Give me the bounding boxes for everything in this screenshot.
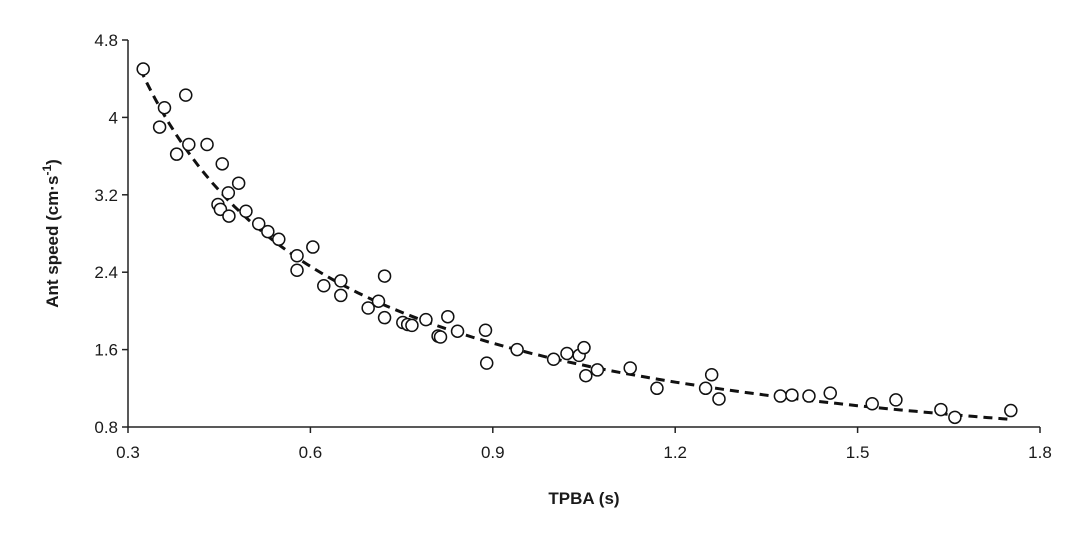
data-point (361, 301, 375, 315)
x-tick-label: 0.3 (116, 443, 140, 462)
data-point (773, 389, 788, 403)
x-tick-label: 1.8 (1028, 443, 1052, 462)
x-axis-title: TPBA (s) (548, 489, 619, 508)
data-point (377, 269, 392, 283)
data-point (179, 88, 193, 102)
data-point (419, 312, 433, 327)
data-point (317, 278, 331, 293)
data-point (405, 318, 419, 333)
data-point (650, 381, 664, 396)
x-tick-label: 1.5 (846, 443, 870, 462)
y-tick-label: 2.4 (94, 263, 118, 282)
data-point (441, 309, 455, 324)
y-axis-title-superscript: -1 (40, 165, 54, 176)
data-point (136, 62, 150, 76)
x-tick-label: 0.9 (481, 443, 505, 462)
data-point (239, 204, 253, 218)
data-point (865, 397, 879, 411)
data-point (560, 346, 574, 361)
data-point (478, 323, 493, 337)
axes (127, 40, 1040, 428)
data-point (261, 224, 275, 239)
data-point (712, 392, 726, 406)
y-axis-title-close: ) (43, 159, 62, 165)
data-point (371, 294, 386, 308)
data-point (889, 393, 903, 407)
data-point (704, 368, 719, 382)
data-point (546, 352, 561, 367)
data-points (136, 62, 1018, 425)
y-tick-label: 4.8 (94, 31, 118, 50)
data-point (802, 389, 816, 403)
data-point (169, 147, 184, 161)
y-tick-label: 0.8 (94, 418, 118, 437)
data-point (334, 274, 348, 288)
data-point (577, 340, 591, 355)
data-point (334, 288, 348, 303)
data-point (152, 120, 167, 134)
data-point (222, 209, 236, 223)
y-tick-label: 3.2 (94, 186, 118, 205)
data-point (948, 410, 962, 425)
data-point (479, 356, 494, 370)
data-point (251, 217, 266, 231)
data-point (510, 342, 524, 357)
fit-line (138, 68, 1010, 421)
data-point (157, 100, 172, 115)
data-point (290, 249, 304, 263)
x-tick-label: 1.2 (663, 443, 687, 462)
data-point (698, 381, 713, 396)
y-tick-label: 1.6 (94, 341, 118, 360)
data-point (823, 386, 837, 400)
data-point (450, 324, 465, 338)
data-point (1004, 403, 1018, 418)
data-point (377, 310, 392, 325)
data-point (306, 240, 320, 254)
x-tick-group: 0.3 0.6 0.9 1.2 1.5 1.8 (116, 427, 1052, 462)
data-point (221, 186, 236, 200)
data-point (200, 137, 214, 152)
y-axis-title-main: Ant speed (cm·s (43, 176, 62, 308)
y-axis-title: Ant speed (cm·s-1) (40, 159, 62, 308)
data-point (934, 402, 948, 417)
y-tick-group: 0.8 1.6 2.4 3.2 4 4.8 (94, 31, 128, 437)
y-tick-label: 4 (109, 108, 118, 127)
data-point (290, 263, 304, 278)
data-point (579, 368, 593, 383)
data-point (623, 361, 637, 375)
data-point (272, 232, 286, 247)
x-tick-label: 0.6 (299, 443, 323, 462)
data-point (182, 137, 196, 152)
data-point (215, 157, 229, 171)
data-point (231, 176, 246, 190)
data-point (785, 388, 799, 402)
data-point (590, 363, 605, 377)
data-point (433, 330, 448, 344)
